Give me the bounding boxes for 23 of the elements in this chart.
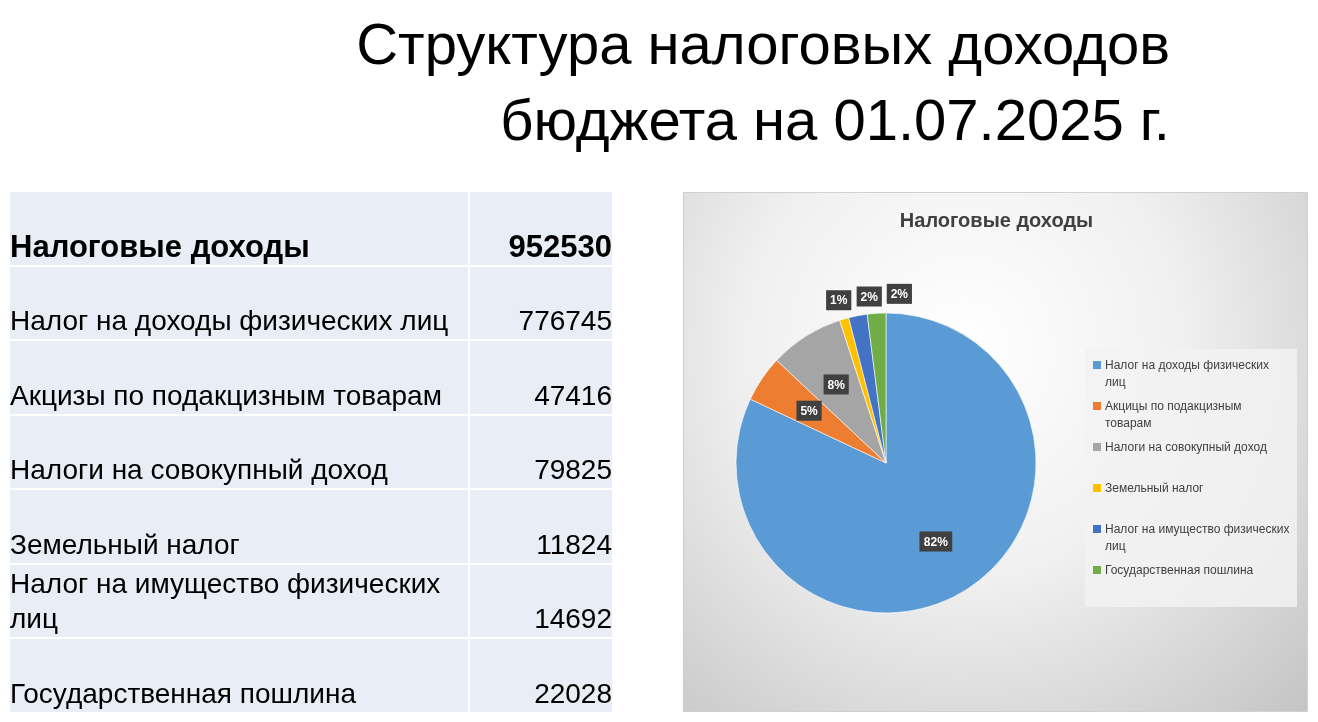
category-label: Налог на имущество физических лиц	[10, 568, 441, 635]
legend-label: Налог на доходы физических лиц	[1105, 358, 1269, 389]
legend-label: Государственная пошлина	[1105, 563, 1254, 577]
category-label: Налог на доходы физических лиц	[10, 305, 449, 337]
chart-title: Налоговые доходы	[899, 209, 1094, 231]
data-label: 11824	[536, 527, 612, 562]
data-label: 14692	[534, 602, 612, 637]
data-label: 776745	[518, 304, 612, 339]
data-label: 47416	[534, 378, 612, 413]
legend-label: Земельный налог	[1105, 481, 1204, 495]
pie-slice	[735, 312, 1037, 614]
text: Структура налоговых доходов бюджета на 01.07.2025 г.	[356, 11, 1170, 152]
category-label: Налоговые доходы	[10, 228, 310, 264]
legend-label: Налоги на совокупный доход	[1105, 440, 1267, 454]
data-label: 79825	[534, 453, 612, 488]
category-label: Налоги на совокупный доход	[10, 454, 388, 486]
category-label: Акцизы по подакцизным товарам	[10, 379, 442, 411]
legend-label: Акцицы по подакцизным товарам	[1105, 399, 1242, 430]
data-label: 22028	[534, 677, 612, 711]
category-label: Земельный налог	[10, 528, 240, 560]
legend-label: Налог на имущество физических лиц	[1105, 522, 1290, 553]
category-label: Государственная пошлина	[10, 677, 357, 709]
data-label: 952530	[508, 228, 612, 264]
